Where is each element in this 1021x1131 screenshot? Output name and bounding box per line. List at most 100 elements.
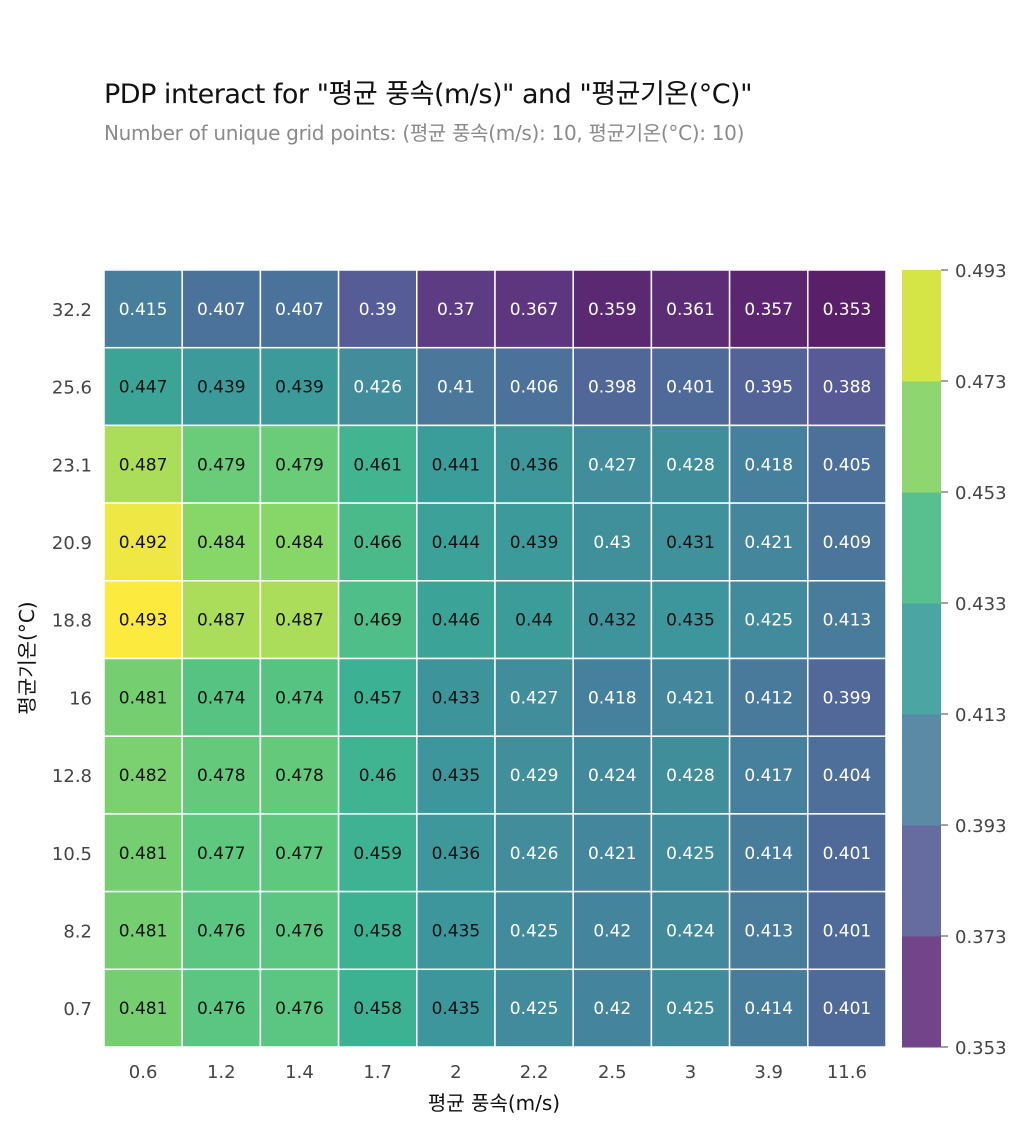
cell-value-label: 0.481 — [119, 921, 168, 941]
cell-value-label: 0.426 — [510, 844, 559, 864]
cell-value-label: 0.395 — [744, 378, 793, 398]
cell-value-label: 0.439 — [510, 533, 559, 553]
cell-value-label: 0.487 — [119, 455, 168, 475]
heatmap-cell — [181, 735, 262, 815]
heatmap-cell — [416, 580, 496, 660]
cell-value-label: 0.439 — [275, 378, 324, 398]
cell-value-label: 0.413 — [744, 921, 793, 941]
cell-value-label: 0.367 — [510, 300, 559, 320]
cell-value-label: 0.479 — [275, 455, 324, 475]
y-tick-label: 8.2 — [63, 921, 92, 942]
y-tick-label: 0.7 — [63, 999, 92, 1020]
heatmap-cell — [259, 657, 340, 737]
cell-value-label: 0.435 — [432, 999, 481, 1019]
heatmap-cell — [181, 502, 262, 582]
heatmap-cell — [807, 346, 887, 427]
heatmap-cell — [807, 580, 887, 660]
heatmap-cell — [416, 502, 496, 582]
heatmap-cell — [494, 968, 574, 1048]
y-tick-label: 16 — [69, 688, 92, 709]
heatmap-cell — [181, 346, 262, 427]
heatmap-cell — [494, 502, 574, 582]
cell-value-label: 0.481 — [119, 844, 168, 864]
cell-value-label: 0.487 — [275, 611, 324, 631]
x-axis-ticks: 0.6 1.2 1.4 1.7 2 2.2 2.5 3 3.9 11.6 — [129, 1062, 867, 1083]
x-axis-label: 평균 풍속(m/s) — [428, 1091, 560, 1115]
cell-value-label: 0.406 — [510, 378, 559, 398]
cell-value-label: 0.477 — [197, 844, 246, 864]
heatmap-cell — [650, 346, 731, 427]
cell-value-label: 0.482 — [119, 766, 168, 786]
cell-value-label: 0.481 — [119, 688, 168, 708]
cell-value-label: 0.487 — [197, 611, 246, 631]
colorbar-tick-label: 0.493 — [955, 261, 1007, 282]
cell-value-label: 0.476 — [275, 921, 324, 941]
x-tick-label: 1.4 — [285, 1062, 314, 1083]
cell-value-label: 0.484 — [197, 533, 246, 553]
heatmap-cell — [650, 735, 731, 815]
heatmap-cell — [103, 346, 183, 427]
colorbar-tick-label: 0.473 — [955, 372, 1007, 393]
heatmap-cell — [650, 890, 731, 971]
x-tick-label: 11.6 — [827, 1062, 867, 1083]
cell-value-label: 0.478 — [197, 766, 246, 786]
cell-value-label: 0.425 — [666, 999, 715, 1019]
cell-value-label: 0.478 — [275, 766, 324, 786]
heatmap-cell — [807, 890, 887, 971]
heatmap-cell — [337, 890, 418, 971]
cell-value-label: 0.418 — [744, 455, 793, 475]
cell-value-label: 0.42 — [593, 921, 631, 941]
heatmap-cell — [181, 657, 262, 737]
heatmap-cell — [103, 580, 183, 660]
heatmap-cell — [807, 968, 887, 1048]
x-tick-label: 1.2 — [207, 1062, 236, 1083]
cell-value-label: 0.359 — [588, 300, 637, 320]
cell-value-label: 0.407 — [197, 300, 246, 320]
cell-value-label: 0.476 — [197, 921, 246, 941]
cell-value-label: 0.436 — [432, 844, 481, 864]
cell-value-label: 0.401 — [823, 844, 872, 864]
x-tick-label: 2.2 — [520, 1062, 549, 1083]
heatmap-cell — [416, 269, 496, 349]
heatmap-cell — [494, 813, 574, 893]
y-tick-label: 20.9 — [52, 533, 92, 554]
cell-value-label: 0.446 — [432, 611, 481, 631]
colorbar-band — [902, 714, 941, 826]
colorbar-band — [902, 381, 941, 493]
cell-value-label: 0.459 — [353, 844, 402, 864]
cell-value-label: 0.477 — [275, 844, 324, 864]
heatmap-cell — [494, 424, 574, 504]
y-tick-label: 12.8 — [52, 766, 92, 787]
heatmap-cell — [572, 269, 653, 349]
cell-value-label: 0.461 — [353, 455, 402, 475]
heatmap-cell — [807, 657, 887, 737]
heatmap-cell — [650, 968, 731, 1048]
heatmap-cell — [494, 735, 574, 815]
cell-value-label: 0.427 — [588, 455, 637, 475]
heatmap-cell — [103, 735, 183, 815]
x-tick-label: 0.6 — [129, 1062, 158, 1083]
cell-value-label: 0.444 — [432, 533, 481, 553]
cell-value-label: 0.361 — [666, 300, 715, 320]
cell-value-label: 0.458 — [353, 999, 402, 1019]
colorbar-band — [902, 825, 941, 937]
cell-value-label: 0.435 — [432, 766, 481, 786]
heatmap-cell — [181, 968, 262, 1048]
x-tick-label: 3 — [685, 1062, 696, 1083]
heatmap-cell — [259, 424, 340, 504]
heatmap-cell — [572, 580, 653, 660]
heatmap-cell — [728, 968, 809, 1048]
heatmap-cell — [572, 346, 653, 427]
colorbar-tick-label: 0.393 — [955, 816, 1007, 837]
cell-value-label: 0.414 — [744, 999, 793, 1019]
cell-value-label: 0.466 — [353, 533, 402, 553]
cell-value-label: 0.476 — [275, 999, 324, 1019]
cell-value-label: 0.439 — [197, 378, 246, 398]
heatmap-cell — [259, 735, 340, 815]
heatmap-cell — [728, 813, 809, 893]
x-tick-label: 1.7 — [363, 1062, 392, 1083]
cell-value-label: 0.425 — [666, 844, 715, 864]
heatmap-cell — [650, 657, 731, 737]
heatmap-cell — [259, 580, 340, 660]
